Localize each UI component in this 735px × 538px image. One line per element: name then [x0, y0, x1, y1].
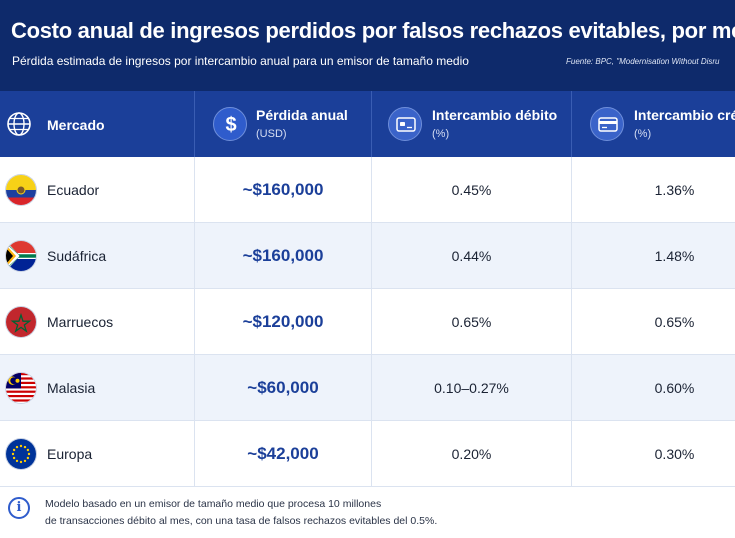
debit-interchange-value: 0.20% — [451, 446, 492, 462]
malaysia-flag-icon — [6, 373, 36, 403]
table-row: Europa ~$42,000 0.20% 0.30% — [0, 421, 735, 487]
globe-icon — [7, 112, 31, 136]
debit-interchange-value: 0.65% — [451, 314, 492, 330]
table-row: Ecuador ~$160,000 0.45% 1.36% — [0, 157, 735, 223]
column-label-market: Mercado — [47, 117, 105, 133]
table-row: Sudáfrica ~$160,000 0.44% 1.48% — [0, 223, 735, 289]
column-divider — [371, 157, 372, 487]
table-row: Marruecos ~$120,000 0.65% 0.65% — [0, 289, 735, 355]
column-divider — [194, 157, 195, 487]
source-note: Fuente: BPC, "Modernisation Without Disr… — [566, 57, 720, 66]
credit-interchange-value: 0.65% — [654, 314, 695, 330]
report-header: Costo anual de ingresos perdidos por fal… — [0, 0, 735, 91]
annual-loss-value: ~$42,000 — [247, 444, 319, 463]
footnote-line-1: Modelo basado en un emisor de tamaño med… — [45, 498, 382, 510]
column-label-loss: Pérdida anual — [256, 107, 348, 123]
footnote: i Modelo basado en un emisor de tamaño m… — [0, 487, 735, 538]
annual-loss-value: ~$120,000 — [242, 312, 324, 331]
column-header-loss: $ Pérdida anual (USD) — [195, 91, 371, 157]
footnote-line-2: de transacciones débito al mes, con una … — [45, 515, 438, 527]
column-label-credit: Intercambio cré — [634, 107, 735, 123]
ecuador-flag-icon — [6, 175, 36, 205]
header-divider — [194, 91, 195, 157]
column-header-market: Mercado — [0, 91, 194, 157]
credit-card-icon — [590, 107, 624, 141]
page-subtitle: Pérdida estimada de ingresos por interca… — [12, 54, 469, 68]
market-name: Europa — [47, 446, 93, 462]
morocco-flag-icon — [6, 307, 36, 337]
info-icon: i — [8, 497, 30, 519]
column-header-debit: Intercambio débito (%) — [372, 91, 571, 157]
dollar-icon: $ — [213, 107, 247, 141]
header-divider — [571, 91, 572, 157]
column-header-credit: Intercambio cré (%) — [572, 91, 735, 157]
market-name: Sudáfrica — [47, 248, 107, 264]
market-name: Malasia — [47, 380, 96, 396]
debit-interchange-value: 0.10–0.27% — [434, 380, 509, 396]
column-unit-loss: (USD) — [256, 128, 287, 140]
annual-loss-value: ~$60,000 — [247, 378, 319, 397]
credit-interchange-value: 0.60% — [654, 380, 695, 396]
market-name: Ecuador — [47, 182, 100, 198]
column-unit-debit: (%) — [432, 128, 450, 140]
credit-interchange-value: 1.36% — [654, 182, 695, 198]
column-divider — [571, 157, 572, 487]
debit-card-icon — [388, 107, 422, 141]
table-row: Malasia ~$60,000 0.10–0.27% 0.60% — [0, 355, 735, 421]
eu-flag-icon — [6, 439, 36, 469]
south-africa-flag-icon — [6, 241, 36, 271]
header-divider — [371, 91, 372, 157]
column-unit-credit: (%) — [634, 128, 652, 140]
annual-loss-value: ~$160,000 — [242, 246, 324, 265]
credit-interchange-value: 1.48% — [654, 248, 695, 264]
table-header: Mercado $ Pérdida anual (USD) Intercambi… — [0, 91, 735, 157]
debit-interchange-value: 0.45% — [451, 182, 492, 198]
annual-loss-value: ~$160,000 — [242, 180, 324, 199]
debit-interchange-value: 0.44% — [451, 248, 492, 264]
market-name: Marruecos — [47, 314, 114, 330]
column-label-debit: Intercambio débito — [432, 107, 558, 123]
credit-interchange-value: 0.30% — [654, 446, 695, 462]
page-title: Costo anual de ingresos perdidos por fal… — [11, 18, 735, 43]
